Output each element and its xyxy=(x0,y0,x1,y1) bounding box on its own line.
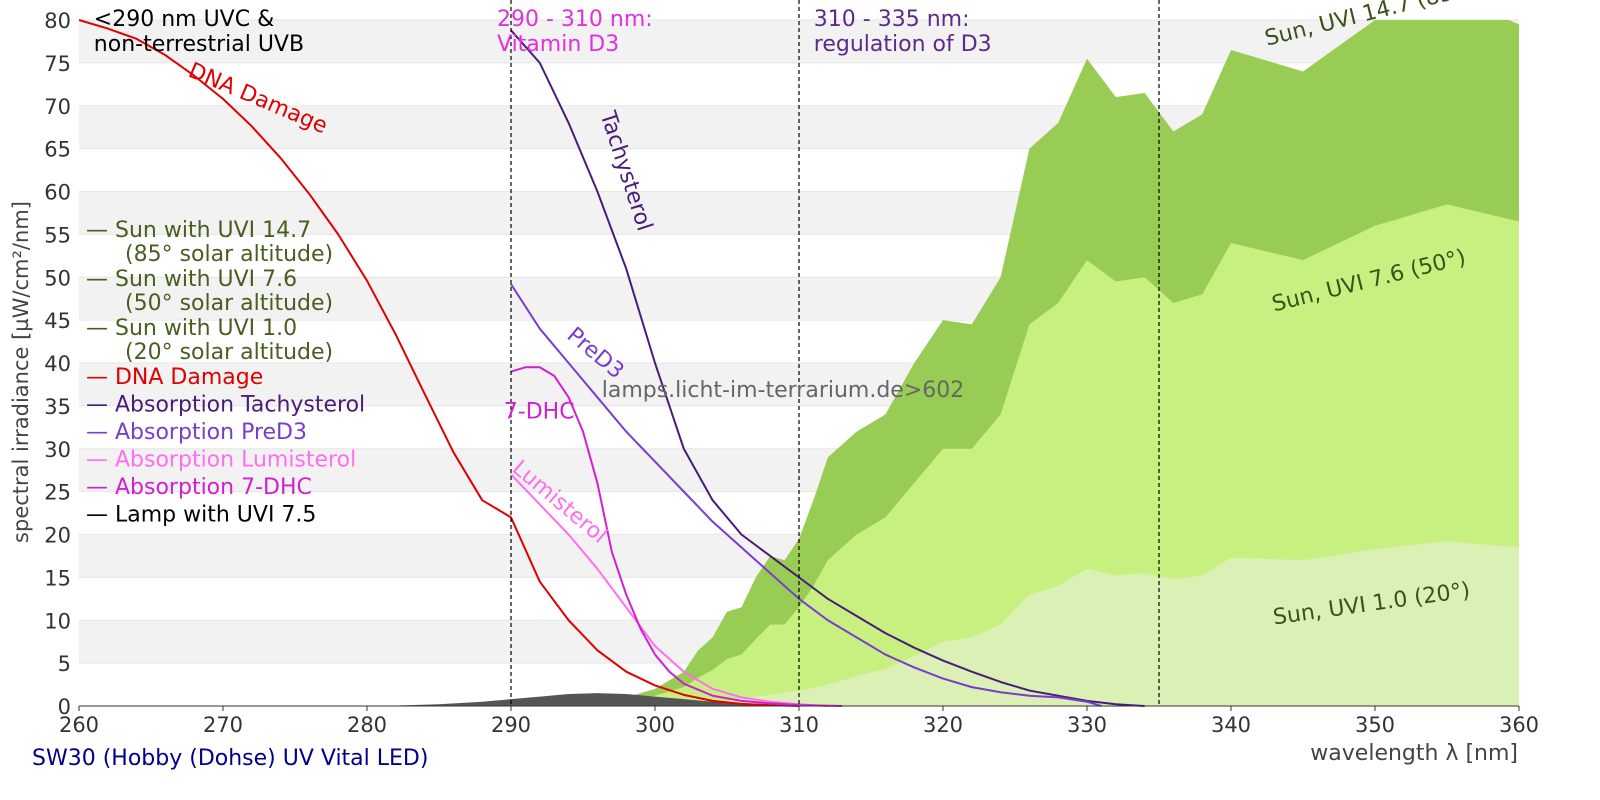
y-tick-label: 55 xyxy=(44,223,71,247)
absorption-curves xyxy=(78,19,1145,707)
legend-entry: — Absorption Tachysterol xyxy=(86,393,365,418)
watermark: lamps.licht-im-terrarium.de>602 xyxy=(602,378,965,403)
region-label: regulation of D3 xyxy=(814,32,992,57)
x-tick-label: 300 xyxy=(635,713,675,737)
y-tick-label: 15 xyxy=(44,566,71,590)
region-label: non-terrestrial UVB xyxy=(94,32,304,57)
curve-absorption-7-dhc xyxy=(510,366,843,707)
y-tick-label: 0 xyxy=(58,695,71,719)
y-tick-label: 5 xyxy=(58,652,71,676)
sun-spectrum-areas xyxy=(381,20,1519,706)
area-lamp-with-uvi-7-5 xyxy=(381,693,929,706)
legend-entry: — Sun with UVI 14.7 xyxy=(86,218,311,243)
legend-entry: — Sun with UVI 7.6 xyxy=(86,267,297,292)
region-label: <290 nm UVC & xyxy=(94,7,274,32)
y-axis-label: spectral irradiance [µW/cm²/nm] xyxy=(9,201,33,543)
y-tick-label: 40 xyxy=(44,352,71,376)
y-tick-label: 65 xyxy=(44,138,71,162)
x-tick-label: 330 xyxy=(1067,713,1107,737)
y-tick-label: 75 xyxy=(44,52,71,76)
y-tick-label: 45 xyxy=(44,309,71,333)
x-tick-label: 280 xyxy=(347,713,387,737)
legend-entry: — Lamp with UVI 7.5 xyxy=(86,503,316,528)
x-tick-label: 320 xyxy=(923,713,963,737)
legend-entry: — Sun with UVI 1.0 xyxy=(86,316,297,341)
x-tick-label: 270 xyxy=(203,713,243,737)
x-tick-label: 260 xyxy=(59,713,99,737)
x-axis-label: wavelength λ [nm] xyxy=(1310,741,1518,766)
x-tick-label: 340 xyxy=(1211,713,1251,737)
curve-absorption-pred3 xyxy=(510,283,1102,707)
y-tick-label: 25 xyxy=(44,481,71,505)
y-tick-label: 60 xyxy=(44,181,71,205)
region-label: 290 - 310 nm: xyxy=(497,7,653,32)
region-label: Vitamin D3 xyxy=(497,32,619,57)
legend-sub: (50° solar altitude) xyxy=(125,291,333,316)
y-tick-label: 10 xyxy=(44,609,71,633)
y-tick-label: 30 xyxy=(44,438,71,462)
region-label: 310 - 335 nm: xyxy=(814,7,970,32)
y-tick-label: 80 xyxy=(44,9,71,33)
legend: — Sun with UVI 14.7(85° solar altitude)—… xyxy=(86,218,365,528)
y-tick-label: 50 xyxy=(44,266,71,290)
axes: 260 270 280 290 300 310 320 330 340 350 360 0 5 10 15 2… xyxy=(44,9,1539,737)
curve-absorption-lumisterol xyxy=(510,473,828,707)
grid-band xyxy=(79,20,1519,63)
legend-entry: — Absorption PreD3 xyxy=(86,420,307,445)
x-tick-label: 360 xyxy=(1499,713,1539,737)
curve-absorption-tachysterol xyxy=(510,29,1145,707)
x-tick-label: 310 xyxy=(779,713,819,737)
curve-dna-damage xyxy=(78,19,800,707)
legend-sub: (85° solar altitude) xyxy=(125,242,333,267)
legend-sub: (20° solar altitude) xyxy=(125,340,333,365)
area-sun-uvi-1-0-20- xyxy=(655,541,1519,706)
legend-entry: — Absorption 7-DHC xyxy=(86,475,312,500)
lamp-title: SW30 (Hobby (Dohse) UV Vital LED) xyxy=(32,746,429,771)
curve-label: 7-DHC xyxy=(504,400,575,425)
y-tick-label: 70 xyxy=(44,95,71,119)
region-separators: <290 nm UVC &non-terrestrial UVB 290 - 31… xyxy=(94,0,1160,706)
legend-entry: — DNA Damage xyxy=(86,365,263,390)
x-tick-label: 350 xyxy=(1355,713,1395,737)
y-tick-label: 35 xyxy=(44,395,71,419)
x-tick-label: 290 xyxy=(491,713,531,737)
y-tick-label: 20 xyxy=(44,524,71,548)
legend-entry: — Absorption Lumisterol xyxy=(86,448,356,473)
